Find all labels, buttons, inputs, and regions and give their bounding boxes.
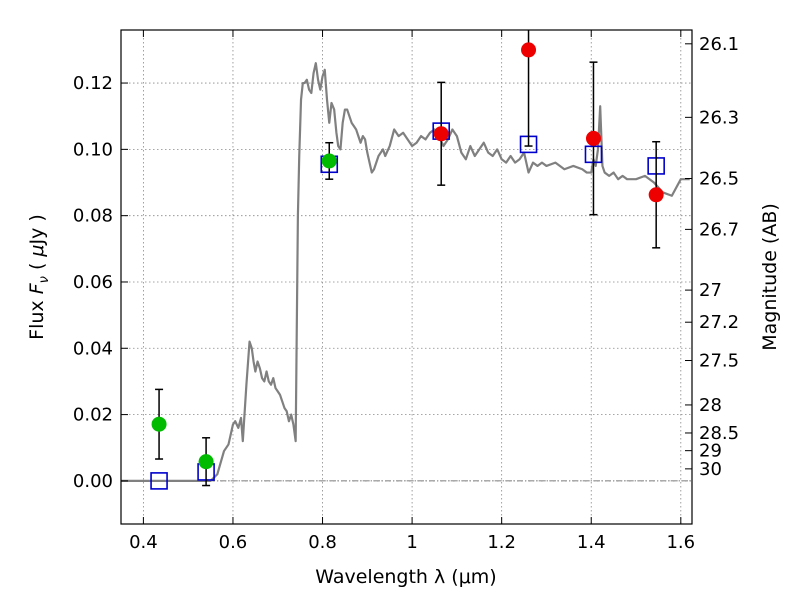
model-flux-square [150, 472, 168, 490]
y2-tick-label: 26.1 [699, 34, 739, 55]
tick-layer: 0.4 0.6 0.8 1 1.2 1.4 1.6 0.00 0.02 0.04 0.06 0.08 0… [73, 30, 739, 553]
y2-axis-label: Magnitude (AB) [759, 203, 781, 351]
data-layer [121, 30, 690, 490]
y2-tick-label: 27.2 [699, 312, 739, 333]
y-axis-label-post: ( [26, 257, 48, 277]
y-tick-label: 0.12 [73, 73, 113, 94]
y2-tick-label: 28.5 [699, 423, 739, 444]
red-data-point [521, 42, 537, 58]
y-axis-label-mu: μ [26, 244, 48, 257]
y-tick-label: 0.10 [73, 139, 113, 160]
x-tick-label: 1.4 [577, 532, 606, 553]
green-data-point [198, 454, 214, 470]
y2-tick-label: 26.3 [699, 107, 739, 128]
green-data-point [151, 416, 167, 432]
y2-tick-label: 28 [699, 395, 722, 416]
red-data-point [585, 130, 601, 146]
y-tick-label: 0.00 [73, 471, 113, 492]
y2-tick-label: 26.5 [699, 169, 739, 190]
y-tick-label: 0.06 [73, 272, 113, 293]
x-tick-label: 1 [406, 532, 417, 553]
y-axis-label: Flux Fν ( μJy ) [26, 214, 52, 340]
green-data-point [321, 153, 337, 169]
y-tick-label: 0.08 [73, 206, 113, 227]
red-data-point [433, 126, 449, 142]
y2-tick-label: 27 [699, 280, 722, 301]
grid-layer [121, 30, 692, 524]
y2-tick-label: 26.7 [699, 219, 739, 240]
y-axis-label-nu: ν [37, 276, 52, 283]
x-tick-label: 1.2 [487, 532, 516, 553]
y2-tick-label: 27.5 [699, 351, 739, 372]
x-tick-label: 1.6 [666, 532, 695, 553]
model-spectrum-line [121, 62, 690, 482]
y-tick-label: 0.04 [73, 338, 113, 359]
x-tick-label: 0.8 [308, 532, 337, 553]
red-data-point [648, 187, 664, 203]
x-axis-label: Wavelength λ (μm) [315, 566, 496, 588]
plot-frame [120, 29, 693, 525]
y2-tick-label: 30 [699, 459, 722, 480]
y-axis-label-unit: Jy ) [26, 214, 48, 245]
x-tick-label: 0.6 [219, 532, 248, 553]
y2-tick-label: 29 [699, 441, 722, 462]
y-axis-label-pre: Flux [26, 294, 48, 340]
y-axis-label-f: F [26, 282, 48, 294]
x-tick-label: 0.4 [129, 532, 158, 553]
y-tick-label: 0.02 [73, 405, 113, 426]
